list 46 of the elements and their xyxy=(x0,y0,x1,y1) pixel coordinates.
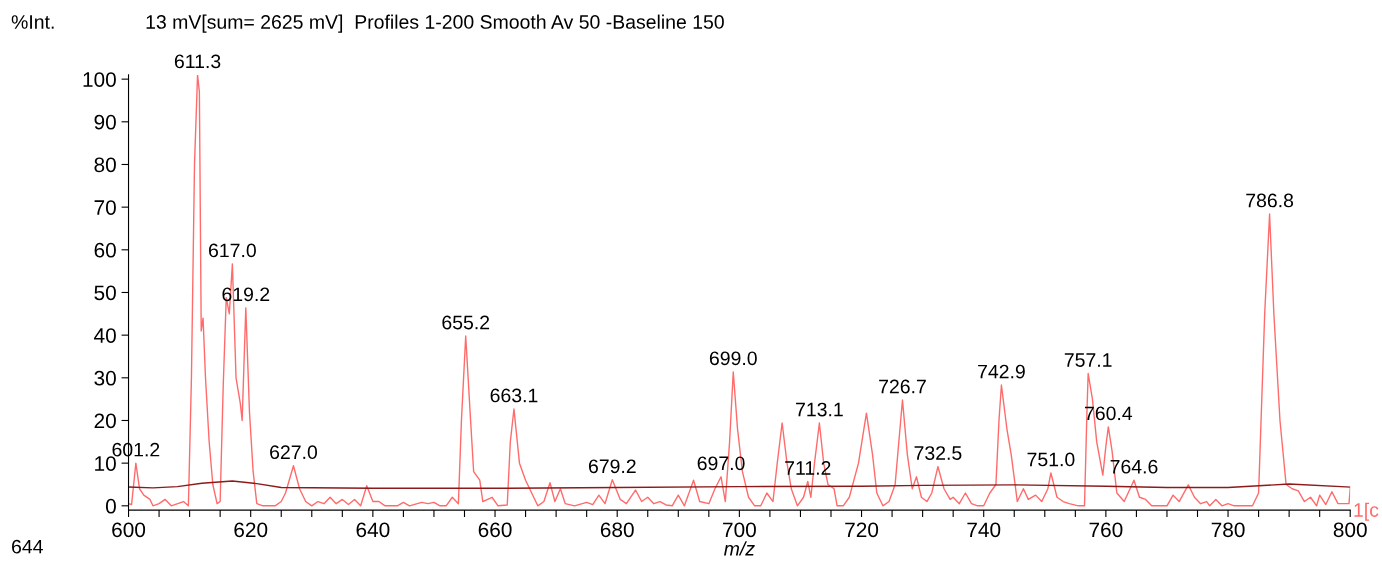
annotation: 760.4 xyxy=(1084,406,1133,421)
y-tick-label: 100 xyxy=(83,72,116,87)
annotation: 611.3 xyxy=(174,54,221,69)
annotation: 764.6 xyxy=(1110,459,1158,474)
annotation: 711.2 xyxy=(785,461,831,475)
x-axis-title: m/z xyxy=(724,541,755,556)
y-tick-label: 0 xyxy=(105,498,116,514)
line-series xyxy=(128,480,1351,490)
y-tick-label: 20 xyxy=(94,413,116,429)
annotation: 655.2 xyxy=(442,315,490,330)
annotation: 726.7 xyxy=(879,379,926,394)
y-tick-label: 10 xyxy=(95,456,116,471)
annotation: 742.9 xyxy=(978,364,1025,379)
annotation: 732.5 xyxy=(914,446,962,460)
x-tick-label: 740 xyxy=(967,522,1001,538)
y-axis-title: %Int. xyxy=(11,15,54,29)
annotation: 713.1 xyxy=(796,402,843,417)
y-tick-label: 70 xyxy=(94,200,116,215)
annotation: 699.0 xyxy=(709,351,757,366)
y-tick-label: 40 xyxy=(94,328,116,343)
annotation: 786.8 xyxy=(1246,193,1294,208)
annotation: 757.1 xyxy=(1064,353,1112,367)
x-tick-label: 720 xyxy=(845,522,879,538)
text: 644 xyxy=(12,539,43,554)
x-tick-label: 660 xyxy=(478,522,512,538)
annotation: 679.2 xyxy=(588,459,636,474)
x-tick-label: 780 xyxy=(1211,522,1245,538)
x-tick-label: 700 xyxy=(723,522,756,538)
y-tick-label: 30 xyxy=(94,370,116,386)
x-tick-label: 640 xyxy=(356,522,390,538)
annotation: 751.0 xyxy=(1027,452,1075,467)
x-tick-label: 620 xyxy=(234,522,268,538)
y-tick-label: 50 xyxy=(94,285,116,301)
chart-title: 13 mV[sum= 2625 mV] Profiles 1-200 Smooth Av 50 -Baseline 150 xyxy=(146,14,724,33)
y-tick-label: 60 xyxy=(94,242,116,258)
text: 1[c xyxy=(1354,502,1379,521)
y-tick-label: 80 xyxy=(94,157,116,173)
x-tick-label: 760 xyxy=(1089,522,1123,538)
annotation: 627.0 xyxy=(270,445,318,460)
x-tick-label: 680 xyxy=(600,522,634,538)
annotation: 697.0 xyxy=(697,456,745,471)
annotation: 663.1 xyxy=(490,388,538,403)
y-tick-label: 90 xyxy=(94,114,116,130)
x-tick-label: 600 xyxy=(112,522,146,538)
annotation: 617.0 xyxy=(209,243,256,258)
x-tick-label: 800 xyxy=(1333,522,1367,538)
